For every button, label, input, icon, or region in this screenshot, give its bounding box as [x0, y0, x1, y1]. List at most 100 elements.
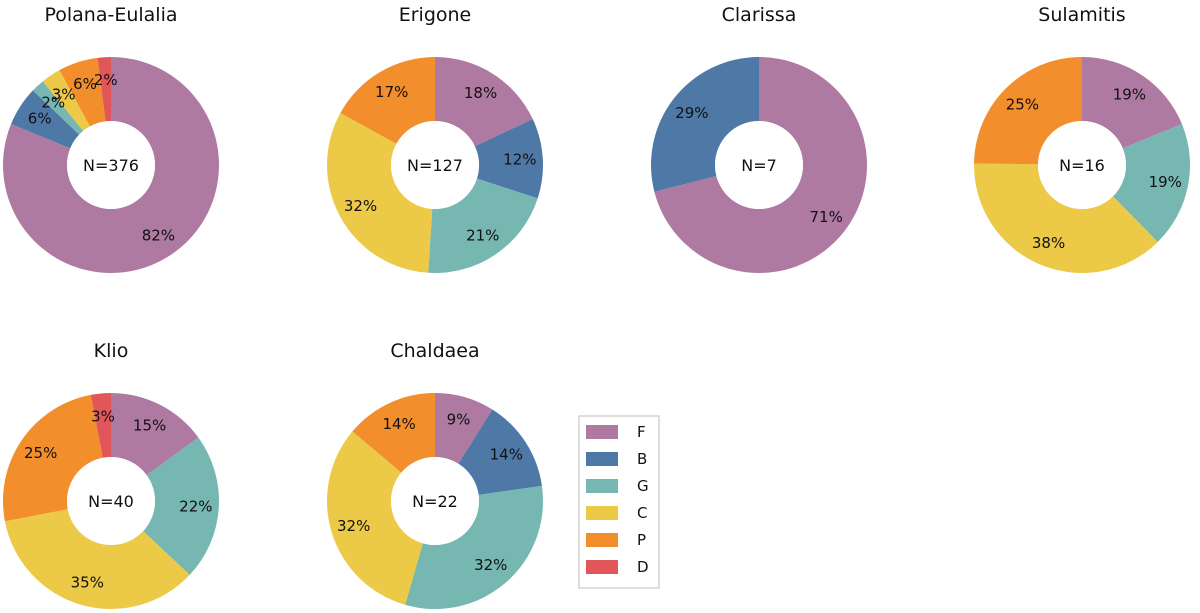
slice-label: 25%: [1006, 95, 1039, 113]
legend-label: G: [637, 477, 649, 495]
slice-label: 19%: [1113, 85, 1146, 103]
donut-hole: [67, 457, 155, 545]
donut-hole: [715, 121, 803, 209]
slice-D: [90, 393, 111, 458]
slice-label: 3%: [91, 407, 115, 425]
slice-label: 17%: [375, 83, 408, 101]
slice-label: 14%: [490, 446, 523, 464]
slice-label: 32%: [337, 517, 370, 535]
slice-G: [32, 81, 84, 135]
legend-swatch: [586, 425, 618, 439]
slice-label: 35%: [71, 574, 104, 592]
slice-label: 9%: [447, 410, 471, 428]
donut-hole: [1038, 121, 1126, 209]
sample-size-label: N=40: [88, 492, 134, 511]
slice-labels: 19% 19% 38% 25%: [1006, 85, 1182, 252]
slice-label: 12%: [503, 151, 536, 169]
donut-chart: Sulamitis 19% 19% 38% 25% N=16: [974, 4, 1191, 273]
donut-hole: [391, 457, 479, 545]
slice-F: [111, 393, 199, 476]
chart-title: Erigone: [399, 4, 472, 26]
slice-labels: 15% 22% 35% 25% 3%: [24, 407, 212, 591]
legend-swatch: [586, 452, 618, 466]
chart-title: Chaldaea: [390, 340, 479, 362]
slice-C: [326, 112, 433, 273]
slice-label: 15%: [133, 416, 166, 434]
donut-chart: Chaldaea 9% 14% 32% 32% 14% N=22: [326, 340, 543, 609]
slice-B: [458, 409, 542, 495]
donut-chart: Clarissa 71% 29% N=7: [651, 4, 867, 273]
slice-label: 82%: [142, 227, 175, 245]
legend-swatch: [586, 506, 618, 520]
slice-label: 14%: [382, 415, 415, 433]
slice-B: [11, 90, 80, 149]
legend-label: C: [637, 504, 647, 522]
legend-item-D: D: [586, 558, 649, 576]
slice-F: [654, 57, 867, 273]
legend-frame: [578, 415, 660, 589]
slice-G: [1112, 124, 1191, 242]
slice-label: 21%: [466, 226, 499, 244]
slice-F: [3, 57, 220, 273]
legend-item-P: P: [586, 531, 646, 549]
legend-swatch: [586, 533, 618, 547]
legend-swatch: [586, 479, 618, 493]
slice-P: [974, 56, 1082, 165]
donut-hole: [67, 121, 155, 209]
slice-label: 2%: [94, 71, 118, 89]
chart-title: Klio: [94, 340, 129, 362]
slice-P: [340, 57, 435, 144]
slice-label: 71%: [809, 208, 842, 226]
legend-label: D: [637, 558, 649, 576]
slice-C: [974, 163, 1158, 273]
sample-size-label: N=16: [1059, 156, 1105, 175]
sample-size-label: N=7: [741, 156, 777, 175]
sample-size-label: N=22: [412, 492, 458, 511]
legend-item-G: G: [586, 477, 649, 495]
slice-label: 19%: [1149, 173, 1182, 191]
slice-label: 32%: [474, 556, 507, 574]
slice-D: [97, 57, 111, 122]
slice-P: [352, 393, 435, 473]
slice-P: [2, 394, 103, 522]
slice-C: [42, 70, 90, 131]
slice-F: [1082, 57, 1182, 149]
slice-B: [651, 57, 759, 192]
donut-charts-group: Polana-Eulalia82%6%2%3%6%2%N=376Erigone1…: [2, 4, 1191, 610]
donut-chart: Erigone 18% 12% 21% 32% 17% N=127: [326, 4, 543, 274]
slice-labels: 71% 29%: [675, 104, 843, 226]
slice-B: [474, 119, 543, 199]
donut-chart: Klio 15% 22% 35% 25% 3% N=40: [2, 340, 220, 610]
slice-labels: 9% 14% 32% 32% 14%: [337, 410, 523, 574]
legend-swatch: [586, 560, 618, 574]
slice-label: 6%: [73, 75, 97, 93]
slice-G: [428, 178, 538, 274]
slice-C: [326, 431, 423, 605]
chart-title: Polana-Eulalia: [44, 4, 177, 26]
slice-label: 25%: [24, 444, 57, 462]
legend-label: B: [637, 450, 647, 468]
slice-label: 2%: [41, 94, 65, 112]
chart-title: Sulamitis: [1038, 4, 1125, 26]
slice-label: 3%: [52, 85, 76, 103]
slice-F: [435, 393, 493, 464]
legend-item-C: C: [586, 504, 647, 522]
slice-G: [143, 437, 220, 575]
slice-label: 29%: [675, 104, 708, 122]
slice-label: 38%: [1032, 234, 1065, 252]
legend-item-F: F: [586, 423, 646, 441]
slice-F: [435, 57, 533, 147]
donut-hole: [391, 121, 479, 209]
slice-label: 18%: [464, 84, 497, 102]
legend-label: F: [637, 423, 646, 441]
sample-size-label: N=127: [407, 156, 463, 175]
slice-C: [4, 509, 190, 610]
slice-label: 32%: [344, 197, 377, 215]
slice-label: 22%: [179, 497, 212, 515]
slice-labels: 82%6%2%3%6%2%: [28, 71, 175, 244]
legend-item-B: B: [586, 450, 647, 468]
chart-title: Clarissa: [722, 4, 797, 26]
